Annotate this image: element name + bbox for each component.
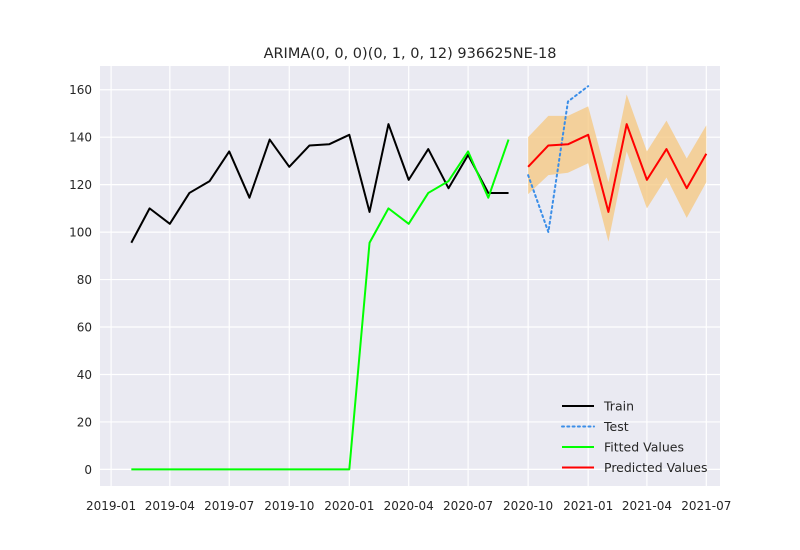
x-tick-label: 2019-07	[204, 499, 254, 513]
x-axis-ticks: 2019-01 2019-04 2019-07 2019-10 2020-01 2020-…	[86, 499, 731, 513]
x-tick-label: 2020-04	[384, 499, 434, 513]
y-tick-label: 100	[69, 226, 92, 240]
x-tick-label: 2019-01	[86, 499, 136, 513]
y-tick-label: 120	[69, 178, 92, 192]
y-tick-label: 140	[69, 131, 92, 145]
x-tick-label: 2021-01	[563, 499, 613, 513]
legend-label-train: Train	[603, 399, 634, 414]
y-tick-label: 80	[77, 273, 92, 287]
fitted-values-line	[131, 139, 510, 471]
predicted-values-line	[527, 123, 708, 213]
y-tick-label: 0	[84, 463, 92, 477]
y-tick-label: 40	[77, 368, 92, 382]
series-lines	[130, 85, 708, 471]
legend-label-fitted-values: Fitted Values	[604, 440, 684, 455]
test-line	[527, 85, 590, 234]
plot-background	[100, 66, 720, 486]
x-tick-label: 2019-04	[145, 499, 195, 513]
chart-title: ARIMA(0, 0, 0)(0, 1, 0, 12) 936625NE-18	[264, 46, 557, 62]
y-axis-ticks: 0 20 40 60 80 100 120 140 160	[69, 83, 92, 477]
train-line	[130, 123, 509, 244]
x-tick-label: 2020-01	[324, 499, 374, 513]
x-tick-label: 2020-10	[503, 499, 553, 513]
x-tick-label: 2021-04	[622, 499, 672, 513]
x-tick-label: 2021-07	[681, 499, 731, 513]
legend-label-predicted-values: Predicted Values	[604, 460, 708, 475]
y-tick-label: 20	[77, 415, 92, 429]
y-tick-label: 60	[77, 321, 92, 335]
legend-label-test: Test	[603, 419, 629, 434]
y-tick-label: 160	[69, 83, 92, 97]
x-tick-label: 2019-10	[264, 499, 314, 513]
legend: Train Test Fitted Values Predicted Values	[561, 399, 708, 475]
x-tick-label: 2020-07	[443, 499, 493, 513]
